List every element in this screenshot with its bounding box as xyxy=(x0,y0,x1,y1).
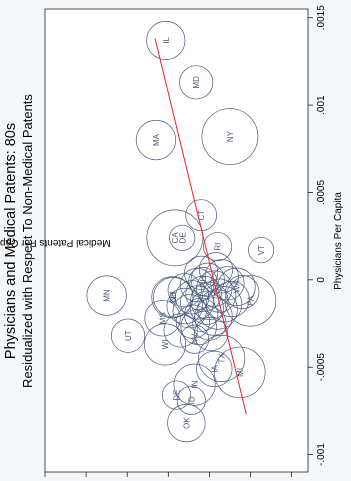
state-point xyxy=(201,108,259,165)
state-point xyxy=(144,300,181,337)
state-label: DE xyxy=(178,232,187,243)
y-tick-label: .005 xyxy=(158,478,178,481)
state-point xyxy=(198,334,246,382)
state-point xyxy=(153,277,194,318)
x-tick-label: .0005 xyxy=(316,180,327,205)
state-point xyxy=(185,199,218,232)
state-label: UT xyxy=(124,330,133,341)
state-point xyxy=(161,380,192,410)
state-label: MN xyxy=(103,289,112,302)
state-point xyxy=(248,237,275,264)
state-point xyxy=(224,275,277,327)
state-label: MA xyxy=(152,133,161,146)
x-tick-label: .0015 xyxy=(316,5,327,30)
state-label: DE xyxy=(173,390,182,401)
state-label: RI xyxy=(214,243,223,251)
state-point xyxy=(180,285,215,320)
state-label: MD xyxy=(192,76,201,89)
state-point xyxy=(213,280,250,318)
state-point xyxy=(173,363,216,406)
state-point xyxy=(176,385,206,415)
state-point xyxy=(185,275,222,312)
state-point xyxy=(214,346,266,399)
chart-title: Physicians and Medical Patents: 80s xyxy=(3,123,19,359)
state-point xyxy=(180,324,210,354)
y-tick-label: .01 xyxy=(120,478,134,481)
state-label: NJ xyxy=(169,292,178,302)
state-point xyxy=(169,224,196,251)
state-label: WI xyxy=(161,340,170,350)
state-label: IN xyxy=(191,380,200,388)
x-tick-label: -.0005 xyxy=(316,353,327,382)
state-point xyxy=(203,232,233,262)
chart-subtitle: Residualized with Respect To Non-Medical… xyxy=(20,94,35,388)
state-point xyxy=(146,20,186,61)
state-point xyxy=(166,287,203,325)
fit-line-group xyxy=(154,38,247,415)
state-label: TX xyxy=(218,353,227,364)
state-point xyxy=(184,255,219,290)
y-tick-label: .02 xyxy=(38,478,52,481)
state-label: PA xyxy=(246,295,255,306)
y-tick-label: .015 xyxy=(76,478,96,481)
x-tick-label: -.001 xyxy=(316,443,327,466)
state-point xyxy=(110,318,146,353)
fit-line xyxy=(154,38,247,415)
state-label: CT xyxy=(197,210,206,221)
x-axis: -.001 -.0005 0 .0005 .001 .0015 xyxy=(308,5,327,466)
y-axis-label: Medical Patents Per Capita xyxy=(0,237,111,248)
state-label: NY xyxy=(226,130,235,142)
y-tick-label: -.005 xyxy=(239,478,262,481)
state-point xyxy=(210,266,245,301)
state-point xyxy=(190,262,225,297)
state-label: MS xyxy=(159,312,168,324)
state-label: WA xyxy=(232,280,241,293)
state-label: NV xyxy=(191,333,200,345)
state-point xyxy=(167,403,206,443)
state-point xyxy=(189,290,224,325)
state-label: IA xyxy=(210,364,219,372)
state-point xyxy=(196,350,233,388)
state-point xyxy=(204,259,239,294)
state-label: ID xyxy=(187,396,196,404)
x-tick-label: .001 xyxy=(316,95,327,115)
state-point xyxy=(163,313,198,348)
y-axis: -.01 -.005 0 .005 .01 .015 .02 xyxy=(38,472,301,481)
state-point xyxy=(135,119,177,161)
state-point xyxy=(188,267,218,297)
state-label: NH xyxy=(199,276,208,288)
x-axis-label: Physicians Per Capita xyxy=(333,192,344,290)
state-point xyxy=(86,275,127,316)
state-point xyxy=(179,65,214,100)
state-label: CA xyxy=(171,232,180,244)
y-tick-label: -.01 xyxy=(283,478,301,481)
y-tick-label: 0 xyxy=(206,478,212,481)
state-label: OH xyxy=(168,291,177,303)
state-label: OK xyxy=(182,417,191,429)
state-point xyxy=(184,297,219,332)
state-point xyxy=(146,209,204,267)
plot-frame xyxy=(44,8,309,473)
state-label: IL xyxy=(162,37,171,44)
state-point xyxy=(193,316,229,352)
state-point xyxy=(192,306,227,341)
x-tick-label: 0 xyxy=(316,277,327,283)
state-label: VT xyxy=(257,245,266,255)
state-point xyxy=(172,294,207,329)
